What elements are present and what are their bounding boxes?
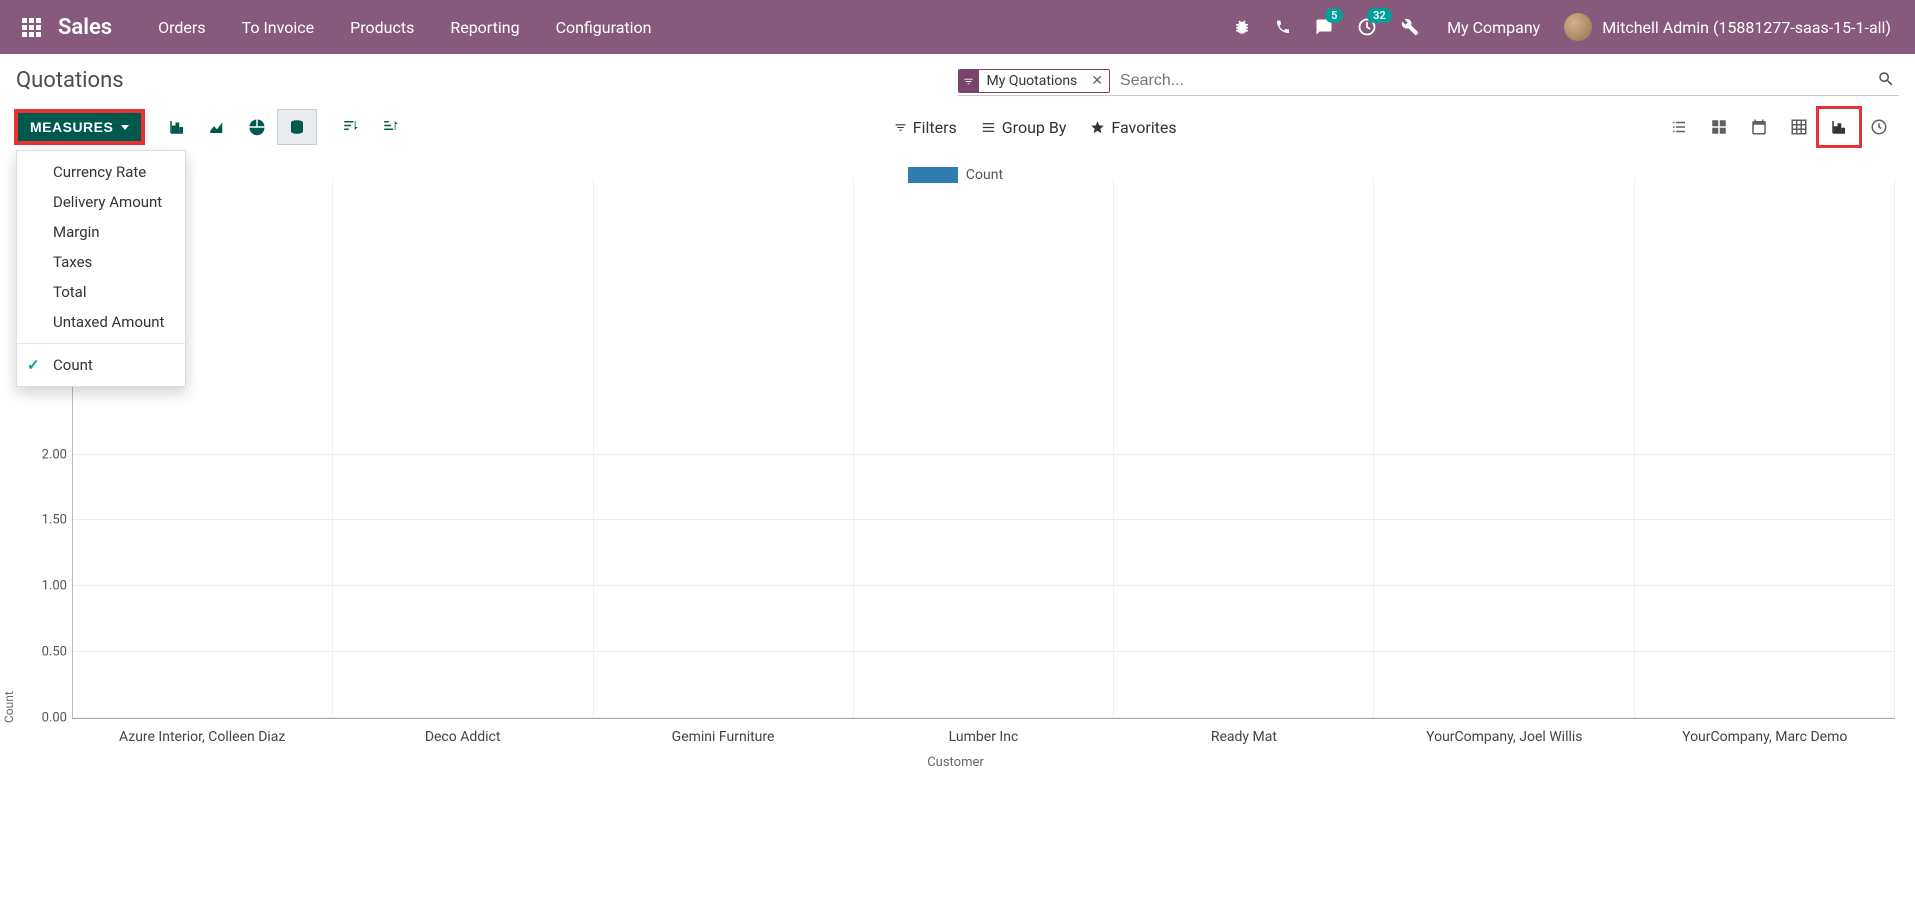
- top-navbar: Sales Orders To Invoice Products Reporti…: [0, 0, 1915, 54]
- dropdown-divider: [17, 343, 185, 344]
- tools-icon[interactable]: [1389, 0, 1431, 54]
- measures-button[interactable]: Measures: [16, 111, 143, 143]
- gridline: [73, 519, 1895, 520]
- search-options: Filters Group By Favorites: [894, 118, 1177, 137]
- app-name[interactable]: Sales: [58, 15, 112, 40]
- chart-plot: 0.000.501.001.502.00: [72, 191, 1895, 719]
- sort-desc-icon[interactable]: [331, 109, 371, 145]
- activity-view-icon[interactable]: [1859, 109, 1899, 145]
- sort-asc-icon[interactable]: [371, 109, 411, 145]
- stacked-toggle-icon[interactable]: [277, 109, 317, 145]
- chart: Count Count 0.000.501.001.502.00 Azure I…: [0, 149, 1915, 770]
- search-input[interactable]: [1116, 70, 1873, 92]
- measure-untaxed-amount[interactable]: Untaxed Amount: [17, 307, 185, 337]
- sort-buttons: [331, 109, 411, 145]
- measure-total[interactable]: Total: [17, 277, 185, 307]
- x-tick-label: Lumber Inc: [853, 723, 1113, 745]
- search-icon[interactable]: [1873, 70, 1899, 92]
- gridline: [73, 651, 1895, 652]
- filter-icon: [959, 70, 979, 92]
- x-tick-label: Gemini Furniture: [593, 723, 853, 745]
- gridline: [73, 585, 1895, 586]
- phone-icon[interactable]: [1263, 0, 1303, 54]
- menu-to-invoice[interactable]: To Invoice: [224, 0, 333, 54]
- activities-icon[interactable]: 32: [1345, 0, 1389, 54]
- legend-swatch: [908, 167, 958, 183]
- measures-label: Measures: [30, 119, 113, 135]
- measure-margin[interactable]: Margin: [17, 217, 185, 247]
- facet-remove[interactable]: ✕: [1085, 73, 1109, 89]
- debug-icon[interactable]: [1221, 0, 1263, 54]
- graph-view-icon[interactable]: [1819, 109, 1859, 145]
- pivot-view-icon[interactable]: [1779, 109, 1819, 145]
- gridline: [73, 454, 1895, 455]
- groupby-menu[interactable]: Group By: [981, 118, 1067, 137]
- user-name: Mitchell Admin (15881277-saas-15-1-all): [1602, 18, 1891, 37]
- activities-badge: 32: [1367, 8, 1392, 23]
- y-tick-label: 1.50: [19, 513, 67, 528]
- bar-chart-icon[interactable]: [157, 109, 197, 145]
- x-tick-label: YourCompany, Joel Willis: [1374, 723, 1634, 745]
- bars-container: [73, 191, 1895, 718]
- caret-down-icon: [121, 125, 129, 130]
- x-tick-label: Ready Mat: [1114, 723, 1374, 745]
- page-title: Quotations: [16, 62, 124, 103]
- calendar-view-icon[interactable]: [1739, 109, 1779, 145]
- search-bar: My Quotations ✕: [958, 69, 1900, 96]
- list-view-icon[interactable]: [1659, 109, 1699, 145]
- company-switcher[interactable]: My Company: [1431, 18, 1556, 37]
- avatar: [1564, 13, 1592, 41]
- legend-label: Count: [966, 167, 1003, 183]
- x-tick-label: YourCompany, Marc Demo: [1635, 723, 1895, 745]
- x-axis: Azure Interior, Colleen DiazDeco AddictG…: [72, 723, 1895, 745]
- x-axis-title: Customer: [0, 745, 1911, 770]
- menu-products[interactable]: Products: [332, 0, 432, 54]
- menu-reporting[interactable]: Reporting: [432, 0, 537, 54]
- apps-launcher[interactable]: [8, 0, 54, 54]
- systray: 5 32 My Company Mitchell Admin (15881277…: [1221, 0, 1907, 54]
- favorites-menu[interactable]: Favorites: [1090, 118, 1176, 137]
- y-tick-label: 0.00: [19, 711, 67, 726]
- chart-legend: Count: [0, 157, 1911, 183]
- x-tick-label: Azure Interior, Colleen Diaz: [72, 723, 332, 745]
- measure-currency-rate[interactable]: Currency Rate: [17, 157, 185, 187]
- y-tick-label: 2.00: [19, 447, 67, 462]
- facet-label: My Quotations: [979, 73, 1086, 89]
- y-tick-label: 1.00: [19, 579, 67, 594]
- chart-type-buttons: [157, 109, 317, 145]
- view-switcher: [1659, 109, 1899, 145]
- control-panel: Quotations My Quotations ✕ Measures: [0, 54, 1915, 149]
- user-menu[interactable]: Mitchell Admin (15881277-saas-15-1-all): [1556, 13, 1907, 41]
- main-menu: Orders To Invoice Products Reporting Con…: [140, 0, 669, 54]
- gridline: [73, 717, 1895, 718]
- search-facet: My Quotations ✕: [958, 69, 1111, 93]
- pie-chart-icon[interactable]: [237, 109, 277, 145]
- messages-badge: 5: [1325, 8, 1343, 23]
- measure-count[interactable]: Count: [17, 350, 185, 380]
- messages-icon[interactable]: 5: [1303, 0, 1345, 54]
- measure-delivery-amount[interactable]: Delivery Amount: [17, 187, 185, 217]
- y-tick-label: 0.50: [19, 645, 67, 660]
- kanban-view-icon[interactable]: [1699, 109, 1739, 145]
- x-tick-label: Deco Addict: [332, 723, 592, 745]
- line-chart-icon[interactable]: [197, 109, 237, 145]
- menu-orders[interactable]: Orders: [140, 0, 223, 54]
- measures-dropdown: Currency Rate Delivery Amount Margin Tax…: [16, 150, 186, 387]
- filters-menu[interactable]: Filters: [894, 118, 957, 137]
- apps-icon: [22, 18, 41, 37]
- menu-configuration[interactable]: Configuration: [538, 0, 670, 54]
- measure-taxes[interactable]: Taxes: [17, 247, 185, 277]
